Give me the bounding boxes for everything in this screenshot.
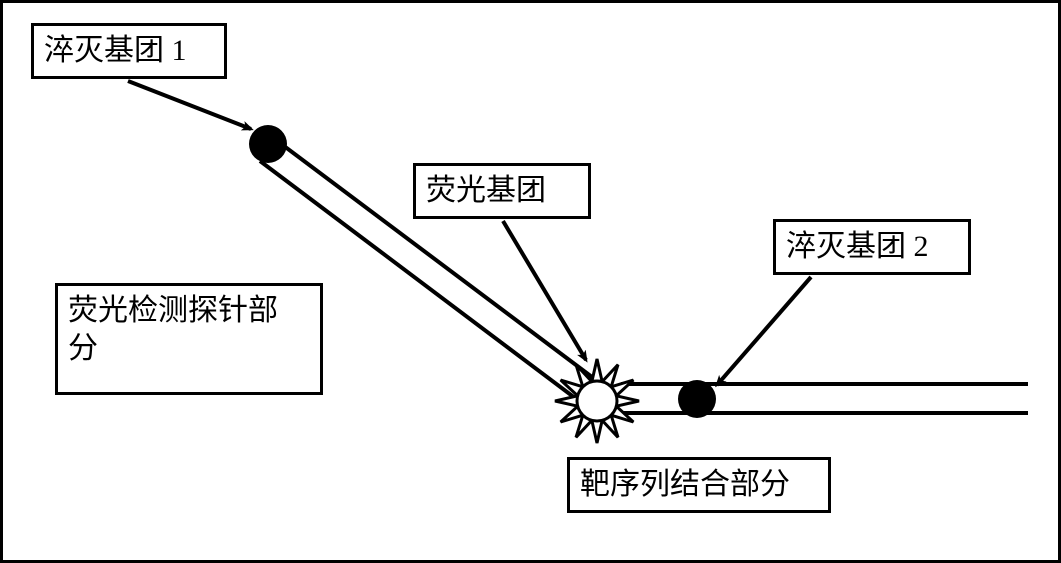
arrow-quencher2	[717, 277, 811, 385]
label-probe-part: 荧光检测探针部 分	[55, 283, 323, 395]
diagram-svg	[3, 3, 1058, 560]
quencher1-dot	[249, 125, 287, 163]
quencher2-dot	[678, 380, 716, 418]
arrow-fluorophore	[503, 221, 586, 360]
label-target-binding: 靶序列结合部分	[567, 457, 831, 513]
diagram-canvas: 淬灭基团 1 荧光基团 淬灭基团 2 荧光检测探针部 分 靶序列结合部分	[0, 0, 1061, 563]
arrow-quencher1	[128, 81, 251, 129]
label-fluorophore: 荧光基团	[413, 163, 591, 219]
label-quencher2: 淬灭基团 2	[773, 219, 971, 275]
label-quencher1: 淬灭基团 1	[31, 23, 227, 79]
fluorophore-star	[555, 359, 639, 443]
